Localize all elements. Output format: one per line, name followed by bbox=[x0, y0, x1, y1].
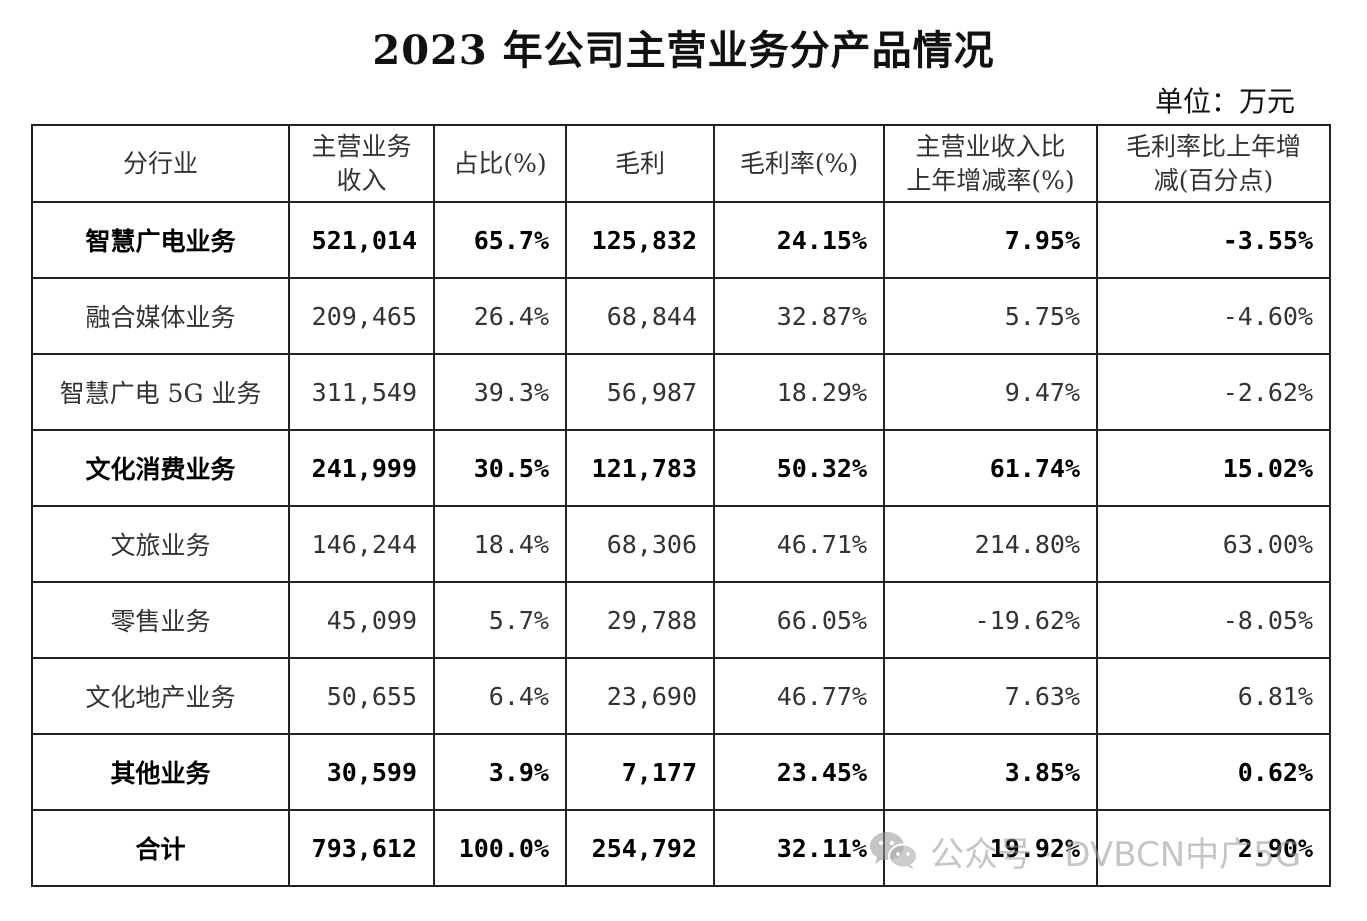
cell-gross-profit: 23,690 bbox=[565, 657, 715, 735]
cell-industry: 合计 bbox=[31, 809, 290, 887]
table-row: 智慧广电 5G 业务 311,549 39.3% 56,987 18.29% 9.47% -… bbox=[31, 353, 1331, 431]
cell-industry: 智慧广电 5G 业务 bbox=[31, 353, 290, 431]
header-revenue: 主营业务 收入 bbox=[288, 124, 435, 203]
unit-label: 单位：万元 bbox=[1154, 85, 1295, 118]
cell-margin-change: 15.02% bbox=[1096, 429, 1331, 507]
cell-revenue: 146,244 bbox=[288, 505, 435, 583]
cell-margin-change: 6.81% bbox=[1096, 657, 1331, 735]
cell-gross-profit: 125,832 bbox=[565, 201, 715, 279]
table-row: 零售业务 45,099 5.7% 29,788 66.05% -19.62% -8.05% bbox=[31, 581, 1331, 659]
cell-gross-profit: 68,306 bbox=[565, 505, 715, 583]
header-revenue-label: 主营业务 收入 bbox=[311, 131, 412, 195]
cell-revenue: 793,612 bbox=[288, 809, 435, 887]
table-row: 合计 793,612 100.0% 254,792 32.11% 19.92% 2.90% bbox=[31, 809, 1331, 887]
cell-gross-profit: 68,844 bbox=[565, 277, 715, 355]
cell-share: 18.4% bbox=[433, 505, 567, 583]
cell-gross-margin: 23.45% bbox=[713, 733, 885, 811]
cell-industry: 文化地产业务 bbox=[31, 657, 290, 735]
header-margin-change: 毛利率比上年增 减(百分点) bbox=[1096, 124, 1331, 203]
cell-revenue-yoy: -19.62% bbox=[883, 581, 1098, 659]
cell-gross-margin: 46.77% bbox=[713, 657, 885, 735]
cell-share: 3.9% bbox=[433, 733, 567, 811]
header-gross-margin: 毛利率(%) bbox=[713, 124, 885, 203]
cell-share: 65.7% bbox=[433, 201, 567, 279]
table-row: 文化地产业务 50,655 6.4% 23,690 46.77% 7.63% 6.81% bbox=[31, 657, 1331, 735]
cell-industry: 零售业务 bbox=[31, 581, 290, 659]
header-revenue-yoy-label: 主营业收入比 上年增减率(%) bbox=[906, 131, 1075, 195]
header-share-label: 占比(%) bbox=[453, 148, 547, 178]
cell-gross-margin: 32.11% bbox=[713, 809, 885, 887]
cell-revenue: 241,999 bbox=[288, 429, 435, 507]
cell-gross-margin: 66.05% bbox=[713, 581, 885, 659]
cell-revenue: 30,599 bbox=[288, 733, 435, 811]
cell-share: 6.4% bbox=[433, 657, 567, 735]
cell-revenue-yoy: 5.75% bbox=[883, 277, 1098, 355]
header-industry-label: 分行业 bbox=[122, 148, 198, 178]
cell-gross-margin: 24.15% bbox=[713, 201, 885, 279]
cell-margin-change: 2.90% bbox=[1096, 809, 1331, 887]
cell-revenue: 50,655 bbox=[288, 657, 435, 735]
business-table: 分行业 主营业务 收入 占比(%) 毛利 毛利率(%) 主营业收入比 上年增减率(%… bbox=[31, 124, 1331, 887]
cell-gross-profit: 56,987 bbox=[565, 353, 715, 431]
cell-gross-margin: 32.87% bbox=[713, 277, 885, 355]
table-row: 文旅业务 146,244 18.4% 68,306 46.71% 214.80% 63.00… bbox=[31, 505, 1331, 583]
header-revenue-yoy: 主营业收入比 上年增减率(%) bbox=[883, 124, 1098, 203]
table-row: 智慧广电业务 521,014 65.7% 125,832 24.15% 7.95% -3.5… bbox=[31, 201, 1331, 279]
table-row: 融合媒体业务 209,465 26.4% 68,844 32.87% 5.75% -4.60… bbox=[31, 277, 1331, 355]
cell-industry: 其他业务 bbox=[31, 733, 290, 811]
cell-revenue-yoy: 3.85% bbox=[883, 733, 1098, 811]
cell-revenue: 521,014 bbox=[288, 201, 435, 279]
cell-industry: 文旅业务 bbox=[31, 505, 290, 583]
header-gross-margin-label: 毛利率(%) bbox=[739, 148, 859, 178]
cell-margin-change: -3.55% bbox=[1096, 201, 1331, 279]
cell-margin-change: 0.62% bbox=[1096, 733, 1331, 811]
cell-margin-change: -8.05% bbox=[1096, 581, 1331, 659]
cell-margin-change: -2.62% bbox=[1096, 353, 1331, 431]
cell-gross-profit: 121,783 bbox=[565, 429, 715, 507]
header-industry: 分行业 bbox=[31, 124, 290, 203]
cell-share: 30.5% bbox=[433, 429, 567, 507]
cell-gross-margin: 50.32% bbox=[713, 429, 885, 507]
cell-share: 5.7% bbox=[433, 581, 567, 659]
cell-share: 100.0% bbox=[433, 809, 567, 887]
cell-industry: 融合媒体业务 bbox=[31, 277, 290, 355]
cell-gross-profit: 29,788 bbox=[565, 581, 715, 659]
header-margin-change-label: 毛利率比上年增 减(百分点) bbox=[1125, 131, 1301, 195]
cell-revenue-yoy: 7.95% bbox=[883, 201, 1098, 279]
table-row: 其他业务 30,599 3.9% 7,177 23.45% 3.85% 0.62% bbox=[31, 733, 1331, 811]
table-header-row: 分行业 主营业务 收入 占比(%) 毛利 毛利率(%) 主营业收入比 上年增减率(%… bbox=[31, 124, 1331, 203]
cell-gross-profit: 254,792 bbox=[565, 809, 715, 887]
cell-margin-change: 63.00% bbox=[1096, 505, 1331, 583]
cell-revenue: 209,465 bbox=[288, 277, 435, 355]
cell-revenue-yoy: 214.80% bbox=[883, 505, 1098, 583]
table-row: 文化消费业务 241,999 30.5% 121,783 50.32% 61.74% 15.… bbox=[31, 429, 1331, 507]
cell-share: 26.4% bbox=[433, 277, 567, 355]
cell-gross-margin: 18.29% bbox=[713, 353, 885, 431]
cell-revenue-yoy: 7.63% bbox=[883, 657, 1098, 735]
cell-revenue-yoy: 61.74% bbox=[883, 429, 1098, 507]
cell-industry: 智慧广电业务 bbox=[31, 201, 290, 279]
cell-gross-margin: 46.71% bbox=[713, 505, 885, 583]
cell-revenue-yoy: 9.47% bbox=[883, 353, 1098, 431]
cell-margin-change: -4.60% bbox=[1096, 277, 1331, 355]
header-gross-profit: 毛利 bbox=[565, 124, 715, 203]
table-body: 智慧广电业务 521,014 65.7% 125,832 24.15% 7.95% -3.5… bbox=[31, 201, 1331, 887]
cell-share: 39.3% bbox=[433, 353, 567, 431]
header-share: 占比(%) bbox=[433, 124, 567, 203]
cell-revenue-yoy: 19.92% bbox=[883, 809, 1098, 887]
cell-revenue: 311,549 bbox=[288, 353, 435, 431]
page-title: 2023 年公司主营业务分产品情况 bbox=[372, 27, 995, 74]
header-gross-profit-label: 毛利 bbox=[614, 148, 665, 178]
cell-industry: 文化消费业务 bbox=[31, 429, 290, 507]
cell-revenue: 45,099 bbox=[288, 581, 435, 659]
cell-gross-profit: 7,177 bbox=[565, 733, 715, 811]
